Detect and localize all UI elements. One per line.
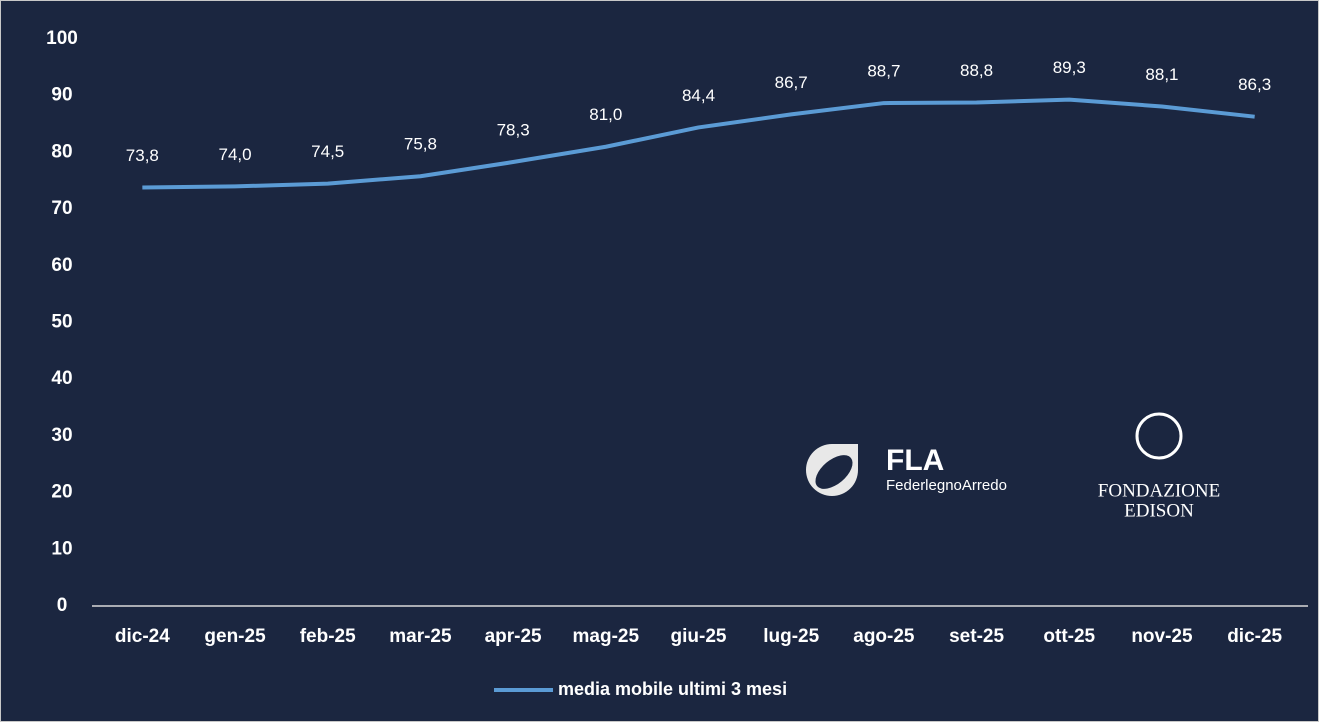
edison-icon bbox=[1135, 412, 1183, 460]
x-tick-label: ott-25 bbox=[1043, 626, 1095, 647]
x-tick-label: dic-25 bbox=[1227, 626, 1282, 647]
data-label: 88,7 bbox=[867, 62, 900, 81]
data-label: 75,8 bbox=[404, 135, 437, 154]
x-tick-label: giu-25 bbox=[671, 626, 727, 647]
x-tick-label: mar-25 bbox=[389, 626, 452, 647]
y-tick-label: 40 bbox=[51, 368, 72, 389]
logo-text: EDISON bbox=[1124, 500, 1194, 521]
data-label: 84,4 bbox=[682, 86, 715, 105]
x-tick-label: apr-25 bbox=[485, 626, 542, 647]
fla-icon-hole bbox=[815, 455, 853, 489]
y-tick-label: 100 bbox=[46, 28, 78, 49]
logo-text: FLA bbox=[886, 444, 944, 477]
y-tick-label: 60 bbox=[51, 255, 72, 276]
x-tick-label: feb-25 bbox=[300, 626, 356, 647]
y-tick-label: 50 bbox=[51, 312, 72, 333]
x-tick-label: set-25 bbox=[949, 626, 1004, 647]
data-label: 88,1 bbox=[1145, 65, 1178, 84]
logo-text: FederlegnoArredo bbox=[886, 477, 1007, 494]
x-tick-label: nov-25 bbox=[1131, 626, 1193, 647]
data-label: 86,3 bbox=[1238, 75, 1271, 94]
fla-logo: FLA FederlegnoArredo bbox=[805, 444, 1007, 497]
data-label: 81,0 bbox=[589, 105, 622, 124]
y-tick-label: 90 bbox=[51, 85, 72, 106]
y-tick-label: 30 bbox=[51, 425, 72, 446]
x-tick-label: gen-25 bbox=[204, 626, 266, 647]
y-tick-label: 80 bbox=[51, 141, 72, 162]
data-label: 89,3 bbox=[1053, 58, 1086, 77]
data-label: 74,0 bbox=[218, 145, 251, 164]
x-tick-label: dic-24 bbox=[115, 626, 170, 647]
data-label: 73,8 bbox=[126, 146, 159, 165]
x-tick-label: mag-25 bbox=[573, 626, 640, 647]
x-tick-label: ago-25 bbox=[853, 626, 915, 647]
y-tick-label: 0 bbox=[57, 595, 68, 616]
edison-logo: FONDAZIONE EDISON bbox=[1098, 412, 1220, 521]
data-label: 74,5 bbox=[311, 142, 344, 161]
y-tick-label: 20 bbox=[51, 482, 72, 503]
y-tick-label: 70 bbox=[51, 198, 72, 219]
x-tick-label: lug-25 bbox=[763, 626, 819, 647]
y-tick-label: 10 bbox=[51, 538, 72, 559]
line bbox=[142, 97, 1255, 190]
legend-label: media mobile ultimi 3 mesi bbox=[558, 679, 787, 699]
data-label: 78,3 bbox=[497, 121, 530, 140]
logo-text: FONDAZIONE bbox=[1098, 480, 1220, 501]
data-label: 86,7 bbox=[775, 73, 808, 92]
data-label: 88,8 bbox=[960, 61, 993, 80]
